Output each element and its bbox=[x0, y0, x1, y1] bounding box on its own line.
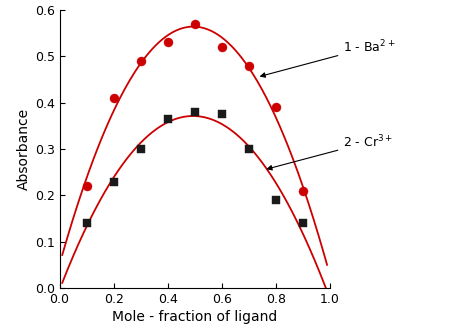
Y-axis label: Absorbance: Absorbance bbox=[16, 108, 31, 190]
X-axis label: Mole - fraction of ligand: Mole - fraction of ligand bbox=[112, 310, 277, 324]
Text: 1 - Ba$^{2+}$: 1 - Ba$^{2+}$ bbox=[261, 39, 396, 77]
Text: 2 - Cr$^{3+}$: 2 - Cr$^{3+}$ bbox=[267, 134, 393, 170]
